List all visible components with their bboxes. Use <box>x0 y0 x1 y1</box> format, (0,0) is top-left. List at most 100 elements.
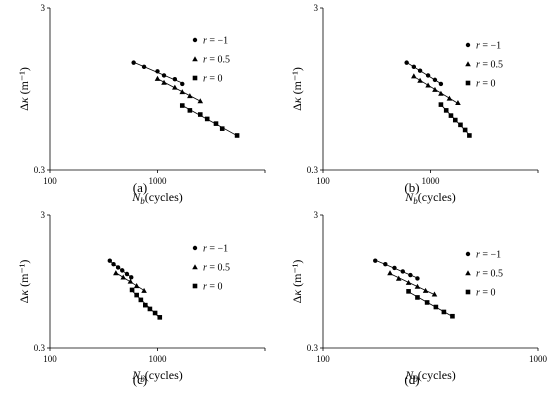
y-tick-label: 0.3 <box>34 343 46 353</box>
data-point-circle <box>180 81 185 87</box>
legend-label: r = −1 <box>203 36 228 47</box>
data-point-square <box>415 295 420 300</box>
y-axis-label: Δκ (m⁻¹) <box>290 260 304 304</box>
legend-marker-triangle <box>465 61 471 67</box>
data-point-square <box>138 297 144 303</box>
data-point-square <box>438 102 444 107</box>
data-point-square <box>197 112 203 117</box>
data-point-square <box>134 292 139 298</box>
data-point-circle <box>400 269 405 274</box>
data-point-triangle <box>154 75 161 81</box>
x-tick-label: 1000 <box>149 354 168 364</box>
y-tick-label: 0.3 <box>307 165 319 175</box>
legend-label: r = 0 <box>476 79 496 90</box>
data-point-triangle <box>172 84 178 90</box>
data-point-square <box>142 302 148 308</box>
chart-panel-4: 100 1000 3 0.3 Nb(cycles) Δκ (m⁻¹) r = −1 r = 0… <box>290 210 548 387</box>
data-point-triangle <box>432 86 438 92</box>
x-tick-label: 1000 <box>149 176 168 186</box>
data-point-triangle <box>431 291 438 297</box>
x-tick-label: 1000 <box>529 354 548 364</box>
y-tick-label: 0.3 <box>307 343 319 353</box>
data-point-square <box>424 300 430 305</box>
y-tick-label: 3 <box>41 210 46 220</box>
data-point-triangle <box>120 274 127 280</box>
legend-label: r = 0.5 <box>476 269 503 280</box>
data-point-square <box>441 309 447 315</box>
data-point-triangle <box>113 270 119 276</box>
y-axis-label: Δκ (m⁻¹) <box>290 67 304 111</box>
data-point-triangle <box>187 93 193 99</box>
chart-panel-3: 100 1000 3 0.3 Nb(cycles) Δκ (m⁻¹) r = −1 r = 0… <box>17 210 266 387</box>
data-point-circle <box>425 73 431 78</box>
legend-marker-square <box>192 283 198 289</box>
data-point-circle <box>111 261 116 267</box>
data-point-triangle <box>417 77 423 83</box>
data-point-square <box>147 306 153 312</box>
data-point-square <box>406 289 411 294</box>
data-point-triangle <box>141 287 147 293</box>
panel-caption: (b) <box>404 180 419 195</box>
data-point-triangle <box>133 283 140 289</box>
data-point-circle <box>432 77 438 83</box>
data-point-square <box>452 117 458 123</box>
data-point-triangle <box>405 279 412 285</box>
data-point-circle <box>392 265 397 271</box>
legend-marker-triangle <box>192 264 198 270</box>
legend-label: r = 0.5 <box>203 263 230 274</box>
legend-marker-square <box>465 289 471 295</box>
data-point-square <box>433 304 439 310</box>
chart-panel-2: 100 1000 3 0.3 Nb(cycles) Δκ (m⁻¹) r = −1 r = 0… <box>290 3 539 206</box>
panel-caption: (c) <box>133 372 147 387</box>
data-point-triangle <box>127 278 134 284</box>
data-point-triangle <box>161 79 167 85</box>
data-point-circle <box>161 73 167 78</box>
legend-label: r = −1 <box>476 41 501 52</box>
data-point-circle <box>129 275 134 280</box>
legend-marker-triangle <box>192 56 198 62</box>
data-point-triangle <box>411 73 417 79</box>
x-tick-label: 100 <box>316 354 330 364</box>
data-point-circle <box>438 81 444 87</box>
chart-panel-1: 100 1000 3 0.3 Nb(cycles) Δκ (m⁻¹) r = −1 r = 0… <box>17 3 266 206</box>
data-point-circle <box>373 258 378 263</box>
data-point-circle <box>141 64 147 70</box>
legend-label: r = −1 <box>203 244 228 255</box>
data-point-circle <box>411 64 417 70</box>
data-point-triangle <box>438 90 444 96</box>
x-tick-label: 100 <box>43 354 57 364</box>
data-point-square <box>443 108 449 113</box>
data-point-circle <box>417 68 423 73</box>
x-axis-label: Nb(cycles) <box>131 368 183 384</box>
y-tick-label: 3 <box>314 3 319 13</box>
data-point-square <box>129 287 135 293</box>
legend-marker-square <box>465 80 471 86</box>
data-point-circle <box>120 268 125 273</box>
y-tick-label: 3 <box>41 3 46 13</box>
data-point-circle <box>383 261 388 267</box>
data-point-triangle <box>425 82 431 88</box>
data-point-circle <box>115 265 121 270</box>
x-axis-label: Nb(cycles) <box>131 190 183 206</box>
data-point-square <box>219 126 225 131</box>
data-point-square <box>213 121 219 126</box>
y-axis-label: Δκ (m⁻¹) <box>17 260 31 304</box>
legend-label: r = 0.5 <box>476 60 503 71</box>
data-point-square <box>204 116 210 122</box>
data-point-triangle <box>197 98 204 104</box>
data-point-triangle <box>179 89 186 95</box>
panel-caption: (a) <box>133 180 147 195</box>
x-tick-label: 100 <box>43 176 57 186</box>
data-point-circle <box>131 60 136 65</box>
legend-marker-triangle <box>465 270 471 276</box>
data-point-triangle <box>422 287 429 293</box>
data-point-square <box>450 313 455 319</box>
data-point-square <box>187 108 193 113</box>
x-tick-label: 100 <box>316 176 330 186</box>
data-point-circle <box>155 69 160 74</box>
data-point-circle <box>124 271 130 277</box>
data-point-circle <box>172 77 178 82</box>
legend-marker-circle <box>192 37 198 43</box>
panel-caption: (d) <box>404 372 419 387</box>
